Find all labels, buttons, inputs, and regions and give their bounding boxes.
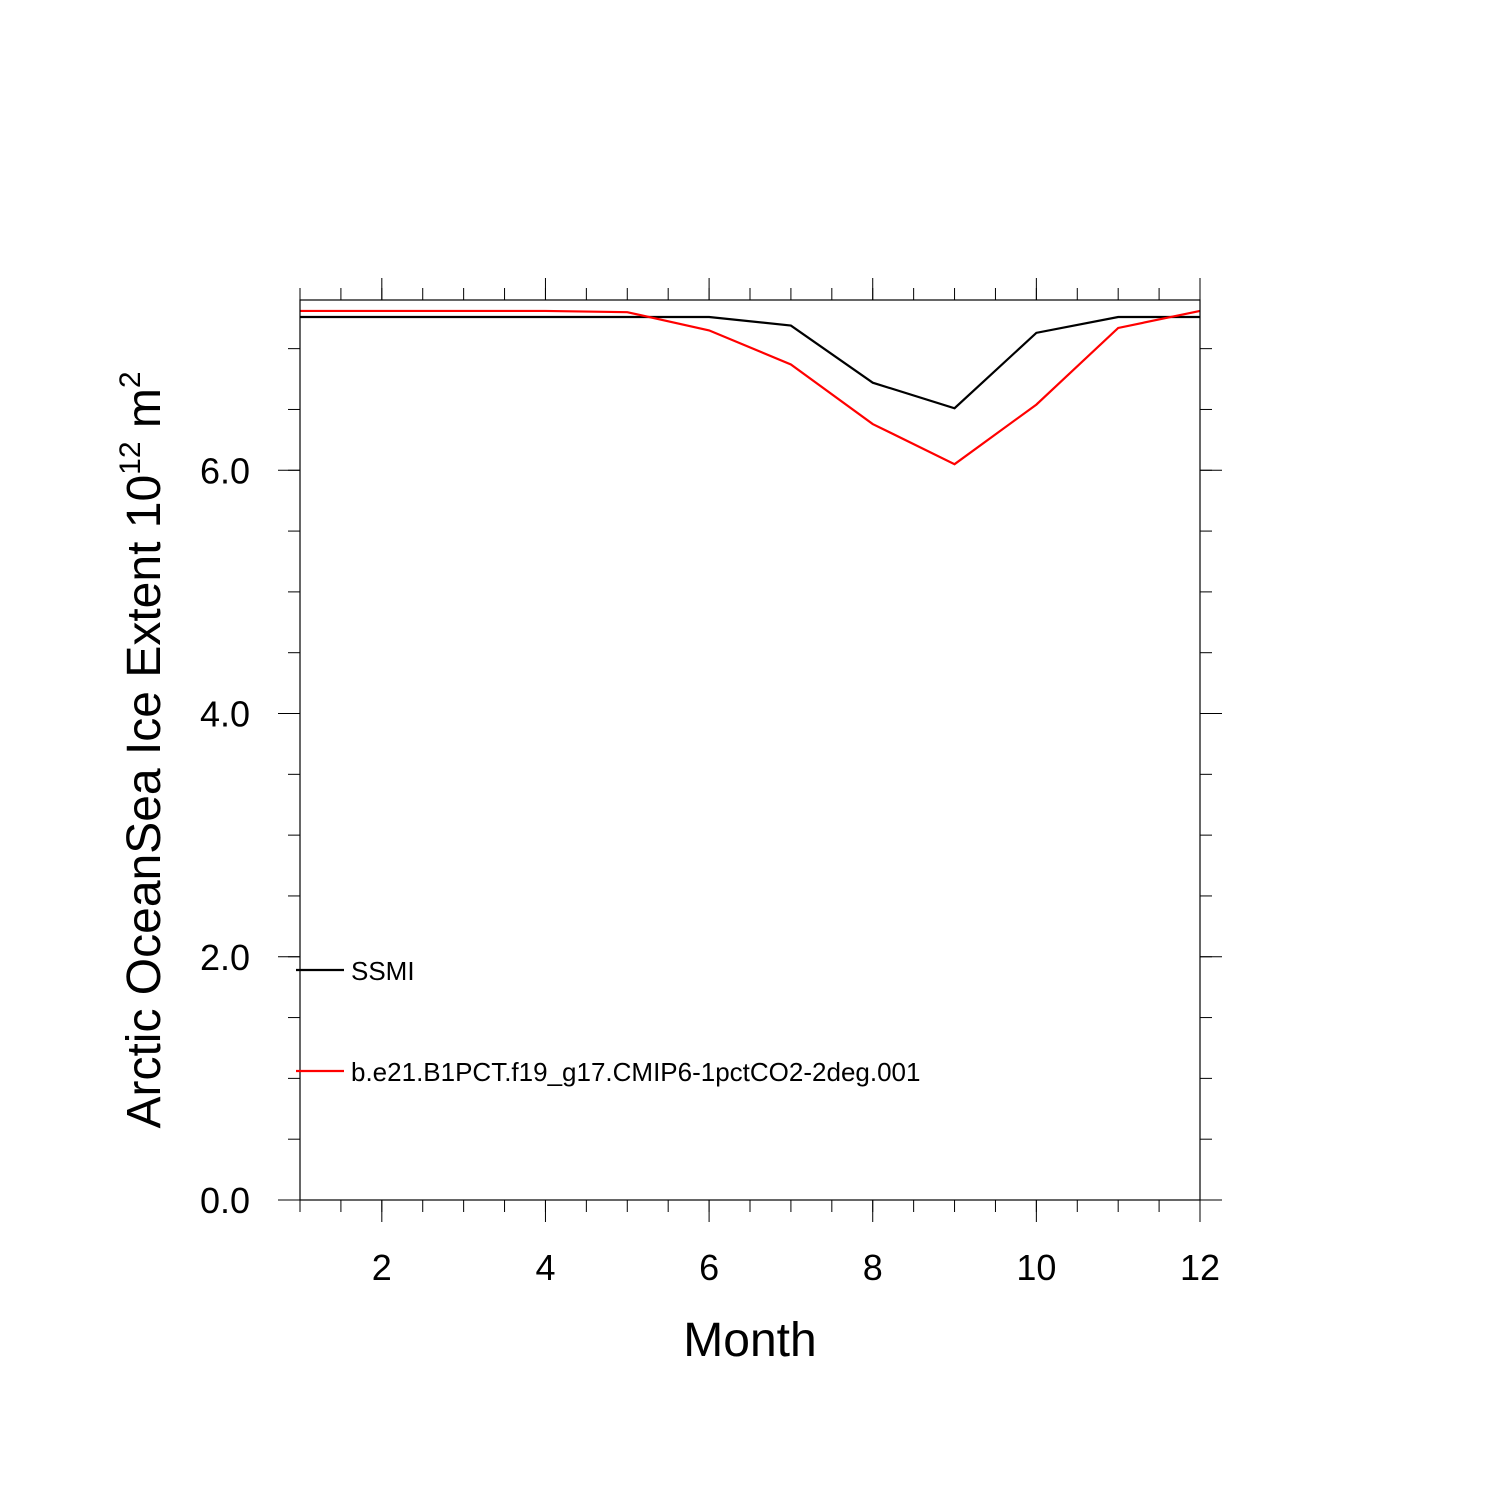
y-axis-title: Arctic OceanSea Ice Extent 1012 m2 <box>114 371 171 1128</box>
y-tick-label: 0.0 <box>200 1180 250 1221</box>
series-line-ssmi <box>300 315 1200 410</box>
x-tick-label: 4 <box>535 1247 555 1288</box>
y-axis-title-exponent: 12 <box>114 441 147 474</box>
series-line-model <box>300 309 1201 466</box>
x-tick-label: 10 <box>1016 1247 1056 1288</box>
tick-labels-group: 2 4 6 8 10 12 0.0 2.0 4.0 6.0 <box>200 450 1220 1288</box>
x-axis-title: Month <box>683 1314 816 1367</box>
ticks-group <box>278 278 1222 1222</box>
series-group <box>300 309 1201 466</box>
y-tick-label: 2.0 <box>200 937 250 978</box>
y-tick-label: 4.0 <box>200 694 250 735</box>
x-tick-label: 12 <box>1180 1247 1220 1288</box>
legend: SSMI b.e21.B1PCT.f19_g17.CMIP6-1pctCO2-2d… <box>296 956 920 1087</box>
y-axis-title-unit: m <box>118 388 171 441</box>
y-tick-label: 6.0 <box>200 450 250 491</box>
x-tick-label: 2 <box>372 1247 392 1288</box>
x-tick-label: 6 <box>699 1247 719 1288</box>
legend-label: SSMI <box>351 956 415 986</box>
plot-frame <box>299 299 1201 1201</box>
legend-label: b.e21.B1PCT.f19_g17.CMIP6-1pctCO2-2deg.0… <box>351 1057 920 1087</box>
y-axis-title-prefix: Arctic OceanSea Ice Extent 10 <box>118 475 171 1129</box>
y-axis-title-unit-exponent: 2 <box>114 371 147 388</box>
x-tick-label: 8 <box>863 1247 883 1288</box>
